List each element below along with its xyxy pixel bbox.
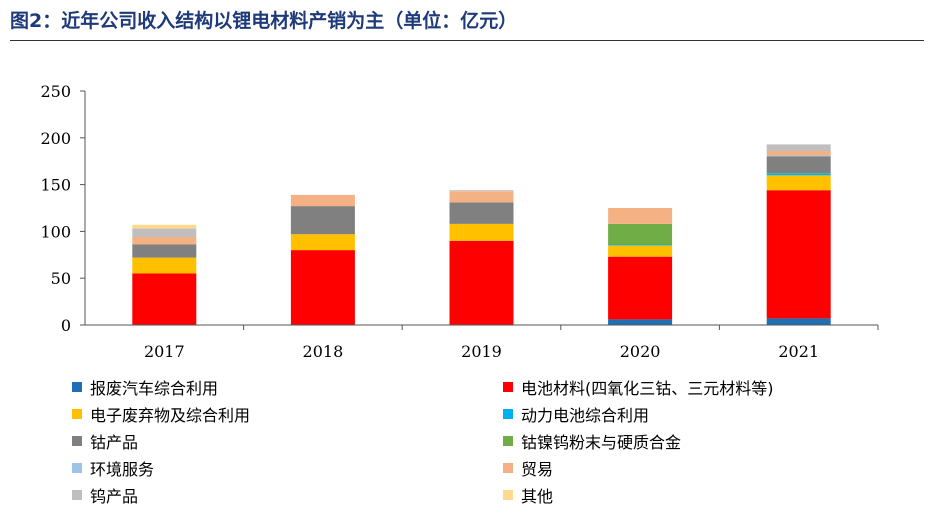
legend-item: 钨产品 [72, 483, 138, 507]
y-tick-label: 0 [61, 316, 71, 335]
legend-swatch [72, 436, 82, 446]
bar-segment-2017-s4 [132, 244, 197, 258]
legend-item: 电子废弃物及综合利用 [72, 402, 250, 426]
legend-label: 贸易 [521, 460, 554, 479]
bar-segment-2018-s4 [290, 206, 355, 235]
legend-label: 动力电池综合利用 [521, 406, 650, 425]
bar-segment-2021-s6 [766, 155, 831, 157]
legend-label: 钨产品 [90, 487, 139, 506]
y-tick-label: 100 [40, 222, 71, 241]
y-tick-label: 250 [40, 82, 71, 101]
legend-swatch [503, 382, 513, 392]
legend-item: 环境服务 [72, 456, 154, 480]
bars-layer [132, 144, 831, 325]
legend-item: 报废汽车综合利用 [72, 375, 218, 399]
y-tick-label: 200 [40, 129, 71, 148]
bar-segment-2021-s4 [766, 156, 831, 174]
legend-item: 动力电池综合利用 [503, 402, 649, 426]
x-tick-label: 2018 [303, 342, 344, 361]
bar-segment-2020-s5 [608, 223, 673, 245]
legend-label: 报废汽车综合利用 [90, 379, 219, 398]
bar-segment-2019-s8 [449, 190, 514, 192]
bar-segment-2021-s2 [766, 175, 831, 191]
bar-segment-2020-s3 [608, 244, 673, 246]
bar-segment-2019-s7 [449, 191, 514, 203]
x-tick-label: 2021 [778, 342, 819, 361]
legend-label: 钴镍钨粉末与硬质合金 [521, 433, 682, 452]
x-tick-label: 2019 [461, 342, 502, 361]
legend-label: 电池材料(四氧化三钴、三元材料等) [521, 379, 774, 398]
bar-segment-2018-s2 [290, 234, 355, 251]
bar-segment-2017-s2 [132, 257, 197, 274]
bar-segment-2019-s2 [449, 223, 514, 241]
bar-segment-2021-s1 [766, 190, 831, 319]
legend-item: 钴镍钨粉末与硬质合金 [503, 429, 681, 453]
legend-item: 其他 [503, 483, 553, 507]
bar-segment-2020-s1 [608, 256, 673, 320]
bar-segment-2021-s7 [766, 150, 831, 156]
legend-item: 电池材料(四氧化三钴、三元材料等) [503, 375, 774, 399]
chart-title: 图2：近年公司收入结构以锂电材料产销为主（单位：亿元） [10, 10, 518, 32]
legend-item: 贸易 [503, 456, 553, 480]
bar-segment-2018-s1 [290, 250, 355, 325]
legend-swatch [72, 382, 82, 392]
legend-swatch [503, 436, 513, 446]
bar-segment-2021-s0 [766, 318, 831, 325]
legend-label: 其他 [521, 487, 554, 506]
axes-layer: 2017 2018 2019 2020 2021 0 50 100 150 200 250 [40, 82, 879, 361]
bar-segment-2019-s4 [449, 202, 514, 224]
bar-segment-2019-s1 [449, 240, 514, 325]
legend-swatch [72, 463, 82, 473]
legend-swatch [503, 409, 513, 419]
legend-swatch [503, 490, 513, 500]
legend-label: 电子废弃物及综合利用 [90, 406, 251, 425]
bar-segment-2017-s8 [132, 228, 197, 237]
legend-item: 钴产品 [72, 429, 138, 453]
bar-segment-2020-s2 [608, 245, 673, 257]
legend-label: 环境服务 [90, 460, 155, 479]
bar-segment-2017-s7 [132, 237, 197, 245]
y-tick-label: 150 [40, 176, 71, 195]
bar-segment-2020-s0 [608, 319, 673, 325]
bar-segment-2017-s9 [132, 224, 197, 229]
bar-segment-2018-s7 [290, 194, 355, 207]
bar-segment-2021-s8 [766, 144, 831, 151]
legend-swatch [503, 463, 513, 473]
x-tick-label: 2020 [620, 342, 661, 361]
bar-segment-2021-s3 [766, 173, 831, 176]
y-tick-label: 50 [51, 269, 71, 288]
title-divider [10, 40, 924, 41]
legend-label: 钴产品 [90, 433, 139, 452]
bar-segment-2017-s1 [132, 273, 197, 325]
x-tick-label: 2017 [144, 342, 185, 361]
legend-swatch [72, 490, 82, 500]
legend-swatch [72, 409, 82, 419]
bar-segment-2020-s7 [608, 208, 673, 224]
